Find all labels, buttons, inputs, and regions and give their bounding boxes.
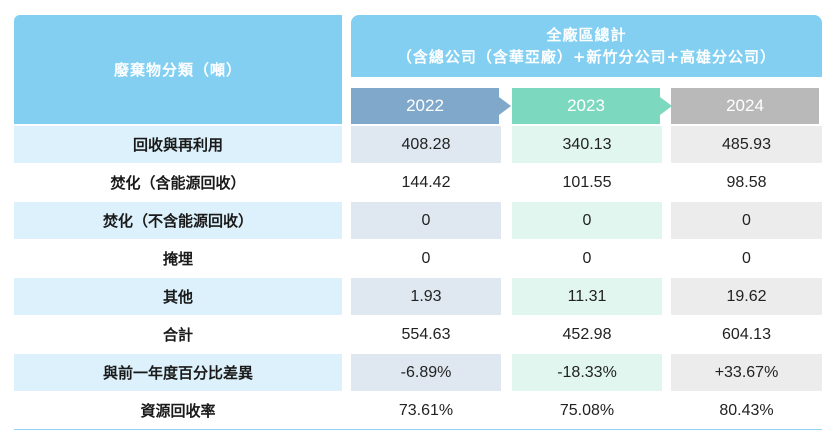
category-header-label: 廢棄物分類（噸） — [113, 61, 242, 79]
value-2022: 1.93 — [351, 278, 501, 315]
year-header-2024: 2024 — [671, 88, 819, 124]
value-2023: 75.08% — [512, 392, 662, 429]
value-2022: 0 — [351, 240, 501, 277]
year-header-2022: 2022 — [351, 88, 499, 124]
value-2024: 485.93 — [671, 126, 822, 163]
arrow-icon — [660, 97, 672, 115]
value-2022: 144.42 — [351, 164, 501, 201]
value-2022: 0 — [351, 202, 501, 239]
category-header: 廢棄物分類（噸） — [14, 15, 342, 124]
value-2023: 340.13 — [512, 126, 662, 163]
value-2022: 73.61% — [351, 392, 501, 429]
bottom-border — [14, 429, 822, 430]
group-title-line2: （含總公司（含華亞廠）+新竹分公司+高雄分公司） — [396, 48, 777, 66]
value-2022: 554.63 — [351, 316, 501, 353]
group-header: 全廠區總計 （含總公司（含華亞廠）+新竹分公司+高雄分公司） — [351, 15, 822, 77]
value-2023: 101.55 — [512, 164, 662, 201]
value-2023: 0 — [512, 202, 662, 239]
row-label: 焚化（不含能源回收） — [14, 202, 342, 239]
row-label: 其他 — [14, 278, 342, 315]
value-2022: -6.89% — [351, 354, 501, 391]
value-2023: -18.33% — [512, 354, 662, 391]
year-header-2023: 2023 — [512, 88, 660, 124]
value-2023: 11.31 — [512, 278, 662, 315]
row-label: 合計 — [14, 316, 342, 353]
value-2022: 408.28 — [351, 126, 501, 163]
row-label: 回收與再利用 — [14, 126, 342, 163]
arrow-icon — [499, 97, 511, 115]
value-2024: 0 — [671, 202, 822, 239]
row-label: 焚化（含能源回收） — [14, 164, 342, 201]
value-2023: 452.98 — [512, 316, 662, 353]
row-label: 與前一年度百分比差異 — [14, 354, 342, 391]
value-2023: 0 — [512, 240, 662, 277]
group-title-line1: 全廠區總計 — [546, 26, 627, 44]
value-2024: 604.13 — [671, 316, 822, 353]
value-2024: 98.58 — [671, 164, 822, 201]
value-2024: +33.67% — [671, 354, 822, 391]
row-label: 掩埋 — [14, 240, 342, 277]
row-label: 資源回收率 — [14, 392, 342, 429]
value-2024: 0 — [671, 240, 822, 277]
value-2024: 80.43% — [671, 392, 822, 429]
value-2024: 19.62 — [671, 278, 822, 315]
